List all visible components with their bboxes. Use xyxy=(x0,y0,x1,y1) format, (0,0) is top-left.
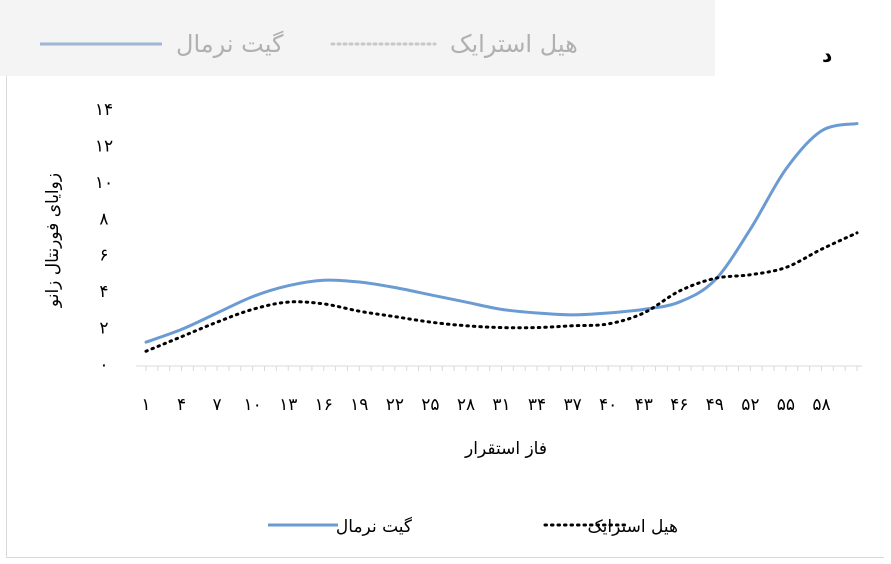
x-tick-label: ۳۷ xyxy=(563,395,581,415)
x-tick-label: ۴ xyxy=(177,395,186,415)
x-tick-label: ۱۳ xyxy=(279,395,297,415)
x-tick-label: ۲۵ xyxy=(421,395,439,415)
y-axis-title: زوایای فورنتال زانو xyxy=(43,173,63,308)
x-tick-label: ۴۳ xyxy=(635,395,653,415)
top-legend-swatch-dotted xyxy=(330,42,437,46)
legend: هیل استرایک گیت نرمال xyxy=(268,516,678,537)
x-tick-label: ۱ xyxy=(141,395,150,415)
x-tick-label: ۳۴ xyxy=(528,395,546,415)
x-tick-label: ۱۹ xyxy=(350,395,368,415)
x-tick-label: ۷ xyxy=(213,395,222,415)
y-tick-label: ۱۰ xyxy=(95,173,113,193)
legend-label-dotted: هیل استرایک xyxy=(587,517,678,537)
y-tick-label: ۲ xyxy=(99,319,108,339)
y-tick-label: ۸ xyxy=(99,209,108,229)
y-tick-label: ۱۲ xyxy=(95,136,113,156)
y-tick-label: ۰ xyxy=(99,355,108,375)
legend-label-solid: گیت نرمال xyxy=(336,516,413,537)
top-legend-swatch-solid xyxy=(40,42,162,46)
y-tick-label: ۶ xyxy=(99,246,108,266)
top-legend-entry-solid: گیت نرمال xyxy=(36,24,316,64)
top-legend-label-dotted: هیل استرایک xyxy=(450,30,578,58)
y-tick-label: ۱۴ xyxy=(95,100,113,120)
x-tick-label: ۵۲ xyxy=(741,395,759,415)
x-tick-label: ۴۹ xyxy=(706,395,724,415)
x-tick-label: ۴۶ xyxy=(670,395,688,415)
top-legend-strip: هیل استرایک گیت نرمال xyxy=(0,0,715,76)
x-tick-labels: ۱ ۴ ۷ ۱۰ ۱۳ ۱۶ ۱۹ ۲۲ ۲۵ ۲۸ ۳۱ ۳۴ ۳۷ ۴۰ ۴۳ ۴۶ ۴۹ ۵۲ ۵۵ ۵۸ xyxy=(141,395,830,415)
x-tick-marks xyxy=(145,366,858,371)
x-tick-label: ۲۸ xyxy=(457,395,475,415)
panel-letter: د xyxy=(822,43,832,67)
x-tick-label: ۲۲ xyxy=(386,395,404,415)
x-tick-label: ۵۵ xyxy=(777,395,795,415)
x-tick-label: ۳۱ xyxy=(492,395,510,415)
series-group xyxy=(144,122,859,353)
top-legend-entry-dotted: هیل استرایک xyxy=(330,24,700,64)
x-axis-title: فاز استقرار xyxy=(464,439,547,459)
y-tick-label: ۴ xyxy=(99,282,108,302)
chart-frame xyxy=(6,6,884,558)
series-line-normal-gait xyxy=(144,122,859,344)
x-tick-label: ۱۶ xyxy=(315,395,333,415)
series-line-heel-strike xyxy=(144,231,859,353)
x-tick-label: ۴۰ xyxy=(599,395,617,415)
y-tick-labels: ۰ ۲ ۴ ۶ ۸ ۱۰ ۱۲ ۱۴ xyxy=(95,100,113,375)
x-tick-label: ۱۰ xyxy=(244,395,262,415)
x-tick-label: ۵۸ xyxy=(812,395,830,415)
top-legend-label-solid: گیت نرمال xyxy=(176,30,284,58)
